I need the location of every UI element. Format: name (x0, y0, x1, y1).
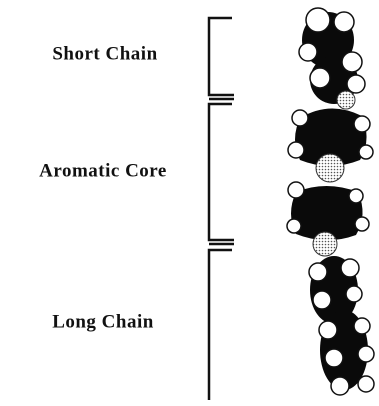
bracket-long (209, 250, 232, 400)
bracket-core (209, 104, 234, 244)
brackets (209, 18, 234, 400)
molecule-model (287, 8, 374, 395)
diagram: Short Chain Aromatic Core Long Chain (0, 0, 379, 406)
label-aromatic-core: Aromatic Core (39, 160, 167, 181)
label-short-chain: Short Chain (52, 43, 157, 64)
bracket-short (209, 18, 234, 99)
label-long-chain: Long Chain (52, 311, 154, 332)
